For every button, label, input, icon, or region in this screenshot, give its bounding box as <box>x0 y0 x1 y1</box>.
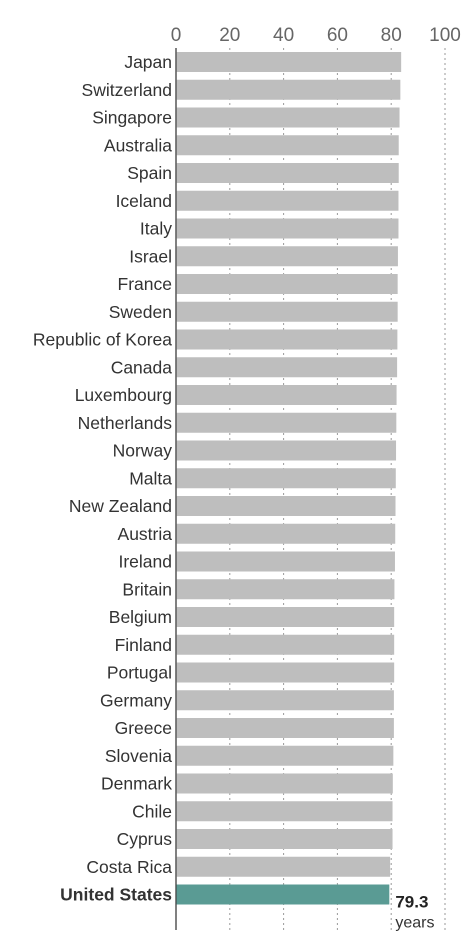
bar-singapore <box>176 107 400 128</box>
bar-israel <box>176 246 398 267</box>
bar-iceland <box>176 190 399 211</box>
bar-canada <box>176 357 398 378</box>
category-label-canada: Canada <box>111 357 173 377</box>
category-label-spain: Spain <box>127 163 172 183</box>
category-label-luxembourg: Luxembourg <box>75 385 172 405</box>
category-label-denmark: Denmark <box>101 774 172 794</box>
bar-luxembourg <box>176 385 397 405</box>
category-label-netherlands: Netherlands <box>78 413 173 433</box>
category-label-germany: Germany <box>100 690 172 710</box>
highlight-unit-label: years <box>395 915 434 932</box>
bar-republic-of-korea <box>176 329 398 350</box>
bar-germany <box>176 690 394 711</box>
bar-united-states <box>176 884 390 905</box>
bar-finland <box>176 634 395 655</box>
category-label-austria: Austria <box>118 524 173 544</box>
category-label-greece: Greece <box>115 718 172 738</box>
annotations: 79.3 years <box>395 893 434 932</box>
bar-greece <box>176 718 394 738</box>
bar-norway <box>176 440 397 461</box>
bar-spain <box>176 163 399 183</box>
x-tick-label-40: 40 <box>273 25 294 46</box>
highlight-value-label: 79.3 <box>395 893 428 912</box>
category-label-australia: Australia <box>104 135 172 155</box>
bar-ireland <box>176 551 395 572</box>
bar-japan <box>176 52 402 72</box>
bar-malta <box>176 468 396 489</box>
category-label-slovenia: Slovenia <box>105 746 172 766</box>
bar-france <box>176 274 398 294</box>
bar-australia <box>176 135 399 156</box>
bar-portugal <box>176 662 395 683</box>
category-label-singapore: Singapore <box>92 108 172 128</box>
category-label-ireland: Ireland <box>118 552 172 572</box>
bar-chile <box>176 801 393 822</box>
category-label-costa-rica: Costa Rica <box>86 857 172 877</box>
category-label-switzerland: Switzerland <box>82 80 172 100</box>
bar-britain <box>176 579 395 600</box>
bar-new-zealand <box>176 496 396 516</box>
category-label-chile: Chile <box>132 801 172 821</box>
bar-belgium <box>176 607 395 627</box>
category-label-belgium: Belgium <box>109 607 172 627</box>
bar-netherlands <box>176 412 397 433</box>
category-label-italy: Italy <box>140 219 172 239</box>
bar-switzerland <box>176 79 401 100</box>
category-label-britain: Britain <box>122 579 172 599</box>
bars <box>176 52 402 905</box>
category-label-finland: Finland <box>115 635 172 655</box>
category-label-cyprus: Cyprus <box>117 829 173 849</box>
x-tick-label-100: 100 <box>429 25 461 46</box>
category-label-united-states: United States <box>60 885 172 905</box>
bar-italy <box>176 218 399 239</box>
bar-cyprus <box>176 829 393 849</box>
x-tick-label-0: 0 <box>171 25 182 46</box>
bar-costa-rica <box>176 856 391 877</box>
x-tick-label-20: 20 <box>219 25 240 46</box>
bar-austria <box>176 523 396 544</box>
category-label-israel: Israel <box>129 246 172 266</box>
category-label-malta: Malta <box>129 468 172 488</box>
category-label-republic-of-korea: Republic of Korea <box>33 330 172 350</box>
category-label-sweden: Sweden <box>109 302 172 322</box>
category-label-japan: Japan <box>124 52 172 72</box>
x-axis: 0 20 40 60 80 100 <box>171 25 461 930</box>
category-label-new-zealand: New Zealand <box>69 496 172 516</box>
bar-slovenia <box>176 745 394 766</box>
category-label-france: France <box>118 274 172 294</box>
x-tick-label-60: 60 <box>327 25 348 46</box>
category-labels: Japan Switzerland Singapore Australia Spain I… <box>33 52 172 905</box>
category-label-portugal: Portugal <box>107 663 172 683</box>
bar-denmark <box>176 773 393 794</box>
x-tick-label-80: 80 <box>381 25 402 46</box>
category-label-iceland: Iceland <box>116 191 172 211</box>
category-label-norway: Norway <box>113 441 173 461</box>
bar-sweden <box>176 301 398 322</box>
